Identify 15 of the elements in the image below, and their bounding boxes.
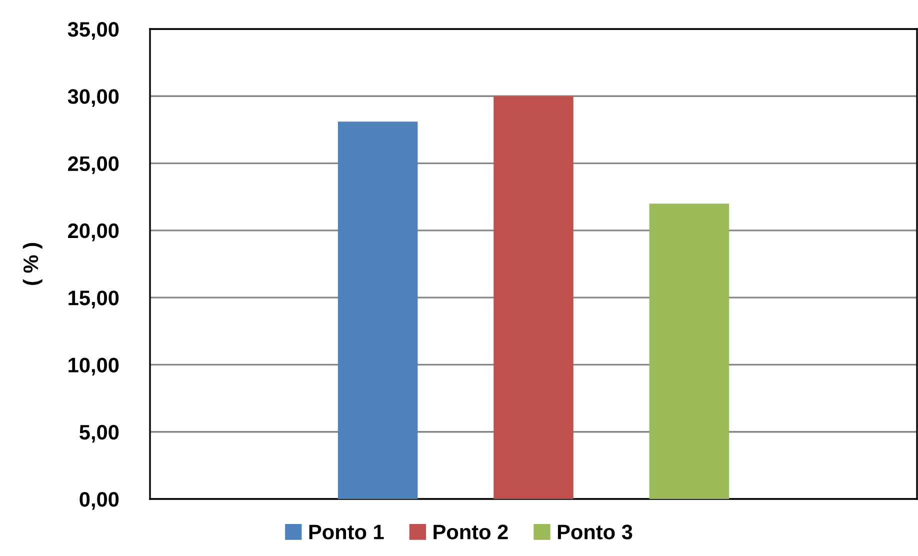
bar xyxy=(494,96,574,499)
y-tick-label: 20,00 xyxy=(68,223,119,242)
y-tick-label: 0,00 xyxy=(80,492,119,510)
bar xyxy=(649,204,730,499)
y-tick-label: 30,00 xyxy=(68,89,119,107)
y-tick-label: 15,00 xyxy=(68,290,119,308)
y-tick-label: 5,00 xyxy=(80,424,119,443)
y-axis-title: ( % ) xyxy=(22,243,42,285)
legend-label: Ponto 2 xyxy=(434,524,508,540)
legend-label: Ponto 3 xyxy=(558,524,632,540)
legend-label: Ponto 1 xyxy=(309,524,384,540)
bar xyxy=(338,122,418,499)
y-tick-label: 25,00 xyxy=(68,156,119,174)
y-tick-label: 10,00 xyxy=(68,358,119,376)
y-tick-label: 35,00 xyxy=(68,22,119,40)
